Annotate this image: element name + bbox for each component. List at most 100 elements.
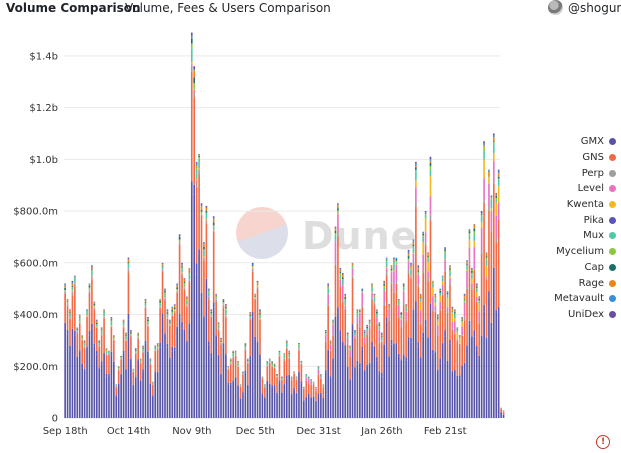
bar-segment bbox=[351, 275, 354, 278]
bar-segment bbox=[307, 379, 310, 384]
y-axis: 0$200.0m$400.0m$600.0m$800.0m$1.0b$1.2b$… bbox=[13, 51, 58, 424]
bar-segment bbox=[113, 339, 115, 340]
bar-segment bbox=[195, 274, 198, 418]
bar-segment bbox=[222, 301, 225, 303]
bar-segment bbox=[434, 297, 437, 299]
bar-segment bbox=[417, 286, 420, 343]
bar-segment bbox=[195, 167, 198, 170]
bar-segment bbox=[298, 345, 300, 348]
bar-segment bbox=[144, 343, 147, 418]
bar-segment bbox=[349, 346, 351, 348]
user-avatar[interactable] bbox=[548, 0, 563, 15]
bar-segment bbox=[344, 306, 347, 309]
bar-segment bbox=[147, 318, 149, 320]
bar-segment bbox=[178, 317, 181, 418]
legend-item[interactable]: Rage bbox=[520, 275, 616, 291]
bar-segment bbox=[210, 313, 213, 316]
bar-segment bbox=[147, 318, 149, 319]
legend-item[interactable]: GMX bbox=[520, 134, 616, 150]
bar-segment bbox=[181, 328, 183, 418]
bar-segment bbox=[466, 261, 468, 265]
bar-segment bbox=[322, 398, 325, 418]
bar-segment bbox=[419, 357, 422, 362]
chart-legend: GMX GNS Perp Level Kwenta Pika Mux Mycelium Cap R… bbox=[520, 134, 616, 322]
bar-segment bbox=[451, 308, 454, 311]
bar-segment bbox=[427, 337, 429, 338]
bar-segment bbox=[237, 366, 239, 386]
bar-segment bbox=[203, 316, 205, 318]
bar-segment bbox=[105, 355, 108, 374]
bar-segment bbox=[429, 220, 432, 304]
bar-segment bbox=[427, 253, 429, 256]
bar-segment bbox=[229, 361, 232, 363]
username-link[interactable]: @shogun bbox=[568, 1, 621, 15]
bar-segment bbox=[288, 354, 291, 358]
bar-segment bbox=[254, 336, 256, 340]
bar-segment bbox=[451, 310, 454, 312]
legend-item[interactable]: Perp bbox=[520, 165, 616, 181]
bar-segment bbox=[285, 343, 288, 348]
bar-segment bbox=[137, 360, 140, 418]
legend-item[interactable]: Mycelium bbox=[520, 244, 616, 260]
bar-segment bbox=[415, 170, 417, 181]
legend-item[interactable]: Mux bbox=[520, 228, 616, 244]
bar-segment bbox=[458, 337, 461, 339]
bar-segment bbox=[132, 371, 135, 373]
bar-segment bbox=[461, 317, 463, 319]
bar-segment bbox=[142, 371, 144, 418]
bar-segment bbox=[332, 321, 334, 323]
legend-item[interactable]: Cap bbox=[520, 260, 616, 276]
bar-segment bbox=[458, 375, 461, 379]
bar-segment bbox=[461, 321, 463, 322]
bar-segment bbox=[407, 260, 410, 261]
bar-segment bbox=[181, 262, 183, 265]
bar-segment bbox=[488, 171, 490, 177]
bar-segment bbox=[71, 283, 74, 286]
bar-segment bbox=[373, 346, 376, 418]
bar-segment bbox=[492, 182, 495, 185]
bar-segment bbox=[446, 292, 449, 295]
bar-segment bbox=[410, 276, 412, 278]
bar-segment bbox=[78, 315, 81, 317]
bar-segment bbox=[334, 263, 337, 265]
bar-segment bbox=[349, 348, 351, 350]
bar-segment bbox=[256, 287, 259, 289]
bar-segment bbox=[110, 319, 113, 321]
bar-segment bbox=[398, 300, 400, 303]
bar-segment bbox=[502, 412, 505, 415]
bar-segment bbox=[290, 380, 293, 394]
bar-segment bbox=[422, 273, 424, 333]
bar-segment bbox=[344, 305, 347, 307]
bar-segment bbox=[402, 285, 405, 287]
warning-icon[interactable]: ! bbox=[596, 435, 610, 449]
bar-segment bbox=[266, 363, 269, 366]
bar-segment bbox=[388, 304, 390, 306]
bar-segment bbox=[417, 284, 420, 287]
bar-segment bbox=[436, 317, 439, 319]
bar-segment bbox=[344, 300, 347, 306]
legend-item[interactable]: Kwenta bbox=[520, 197, 616, 213]
bar-segment bbox=[483, 145, 485, 148]
bar-segment bbox=[256, 285, 259, 288]
bar-segment bbox=[432, 310, 434, 350]
legend-item[interactable]: GNS bbox=[520, 150, 616, 166]
legend-item[interactable]: Pika bbox=[520, 212, 616, 228]
bar-segment bbox=[220, 338, 222, 340]
bar-segment bbox=[188, 280, 191, 281]
bar-segment bbox=[351, 325, 354, 418]
bar-segment bbox=[171, 315, 174, 347]
bar-segment bbox=[176, 291, 178, 293]
bar-segment bbox=[93, 307, 96, 309]
bar-segment bbox=[363, 337, 366, 345]
bar-segment bbox=[361, 307, 364, 347]
legend-item[interactable]: UniDex bbox=[520, 307, 616, 323]
bar-segment bbox=[105, 373, 108, 377]
legend-item[interactable]: Level bbox=[520, 181, 616, 197]
legend-item[interactable]: Metavault bbox=[520, 291, 616, 307]
bar-segment bbox=[249, 356, 252, 360]
bar-segment bbox=[456, 378, 459, 418]
bar-segment bbox=[169, 322, 171, 325]
bars-layer bbox=[64, 32, 505, 418]
bar-segment bbox=[203, 249, 205, 251]
dune-logo-watermark bbox=[236, 207, 288, 259]
